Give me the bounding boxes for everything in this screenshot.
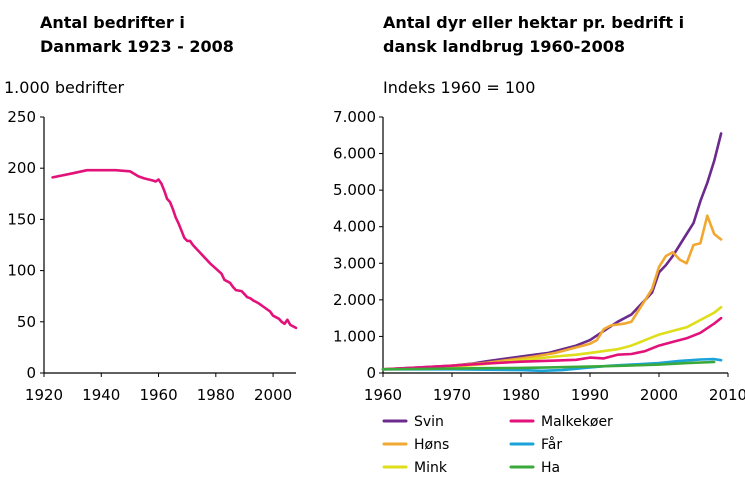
right-x-tick-label: 1990 — [571, 386, 609, 404]
left-y-tick-label: 50 — [17, 313, 36, 331]
left-chart-title-line1: Antal bedrifter i — [40, 13, 185, 32]
legend-label: Får — [541, 436, 562, 453]
right-y-tick-label: 5.000 — [333, 181, 376, 199]
right-series-line-malkek-er — [381, 316, 723, 371]
right-chart-title-line1: Antal dyr eller hektar pr. bedrift i — [383, 13, 684, 32]
left-y-tick-label: 200 — [7, 159, 36, 177]
right-y-tick-label: 7.000 — [333, 108, 376, 126]
legend-label: Ha — [541, 460, 560, 476]
left-chart-unit: 1.000 bedrifter — [4, 78, 125, 97]
right-y-tick-label: 2.000 — [333, 291, 376, 309]
right-x-tick-label: 1960 — [364, 386, 402, 404]
legend: Svin Høns Mink Malkekøer Får Ha — [382, 414, 613, 476]
right-y-tick-label: 0 — [366, 364, 376, 382]
legend-label: Mink — [414, 460, 448, 476]
legend-label: Høns — [414, 437, 449, 453]
right-y-tick-label: 3.000 — [333, 254, 376, 272]
left-y-tick-label: 150 — [7, 210, 36, 228]
right-y-tick-label: 4.000 — [333, 218, 376, 236]
left-series-line-series-0 — [51, 168, 298, 330]
left-x-tick-label: 1980 — [197, 386, 235, 404]
right-y-tick-label: 1.000 — [333, 327, 376, 345]
right-x-tick-label: 2010 — [709, 386, 745, 404]
left-y-tick-label: 100 — [7, 262, 36, 280]
left-plot: 0 50 100 150 200 250 1920 1940 1960 1980 2000 — [7, 108, 298, 404]
left-x-tick-label: 1940 — [82, 386, 120, 404]
left-y-tick-label: 250 — [7, 108, 36, 126]
right-series-line-h-ns — [381, 214, 723, 371]
right-x-tick-label: 1970 — [433, 386, 471, 404]
left-x-tick-label: 1960 — [139, 386, 177, 404]
left-x-tick-label: 2000 — [254, 386, 292, 404]
right-y-tick-label: 6.000 — [333, 145, 376, 163]
right-chart-title-line2: dansk landbrug 1960-2008 — [383, 37, 625, 56]
left-y-tick-label: 0 — [26, 364, 36, 382]
right-x-tick-label: 2000 — [640, 386, 678, 404]
right-chart-unit: Indeks 1960 = 100 — [383, 78, 535, 97]
right-series-line-svin — [381, 132, 723, 371]
right-x-tick-label: 1980 — [502, 386, 540, 404]
legend-label: Svin — [414, 414, 444, 430]
left-x-tick-label: 1920 — [25, 386, 63, 404]
right-series-line-ha — [381, 360, 716, 371]
right-plot: 0 1.000 2.000 3.000 4.000 5.000 6.000 7.000 1960… — [333, 108, 745, 404]
left-chart-title-line2: Danmark 1923 - 2008 — [40, 37, 234, 56]
legend-label: Malkekøer — [541, 414, 613, 430]
